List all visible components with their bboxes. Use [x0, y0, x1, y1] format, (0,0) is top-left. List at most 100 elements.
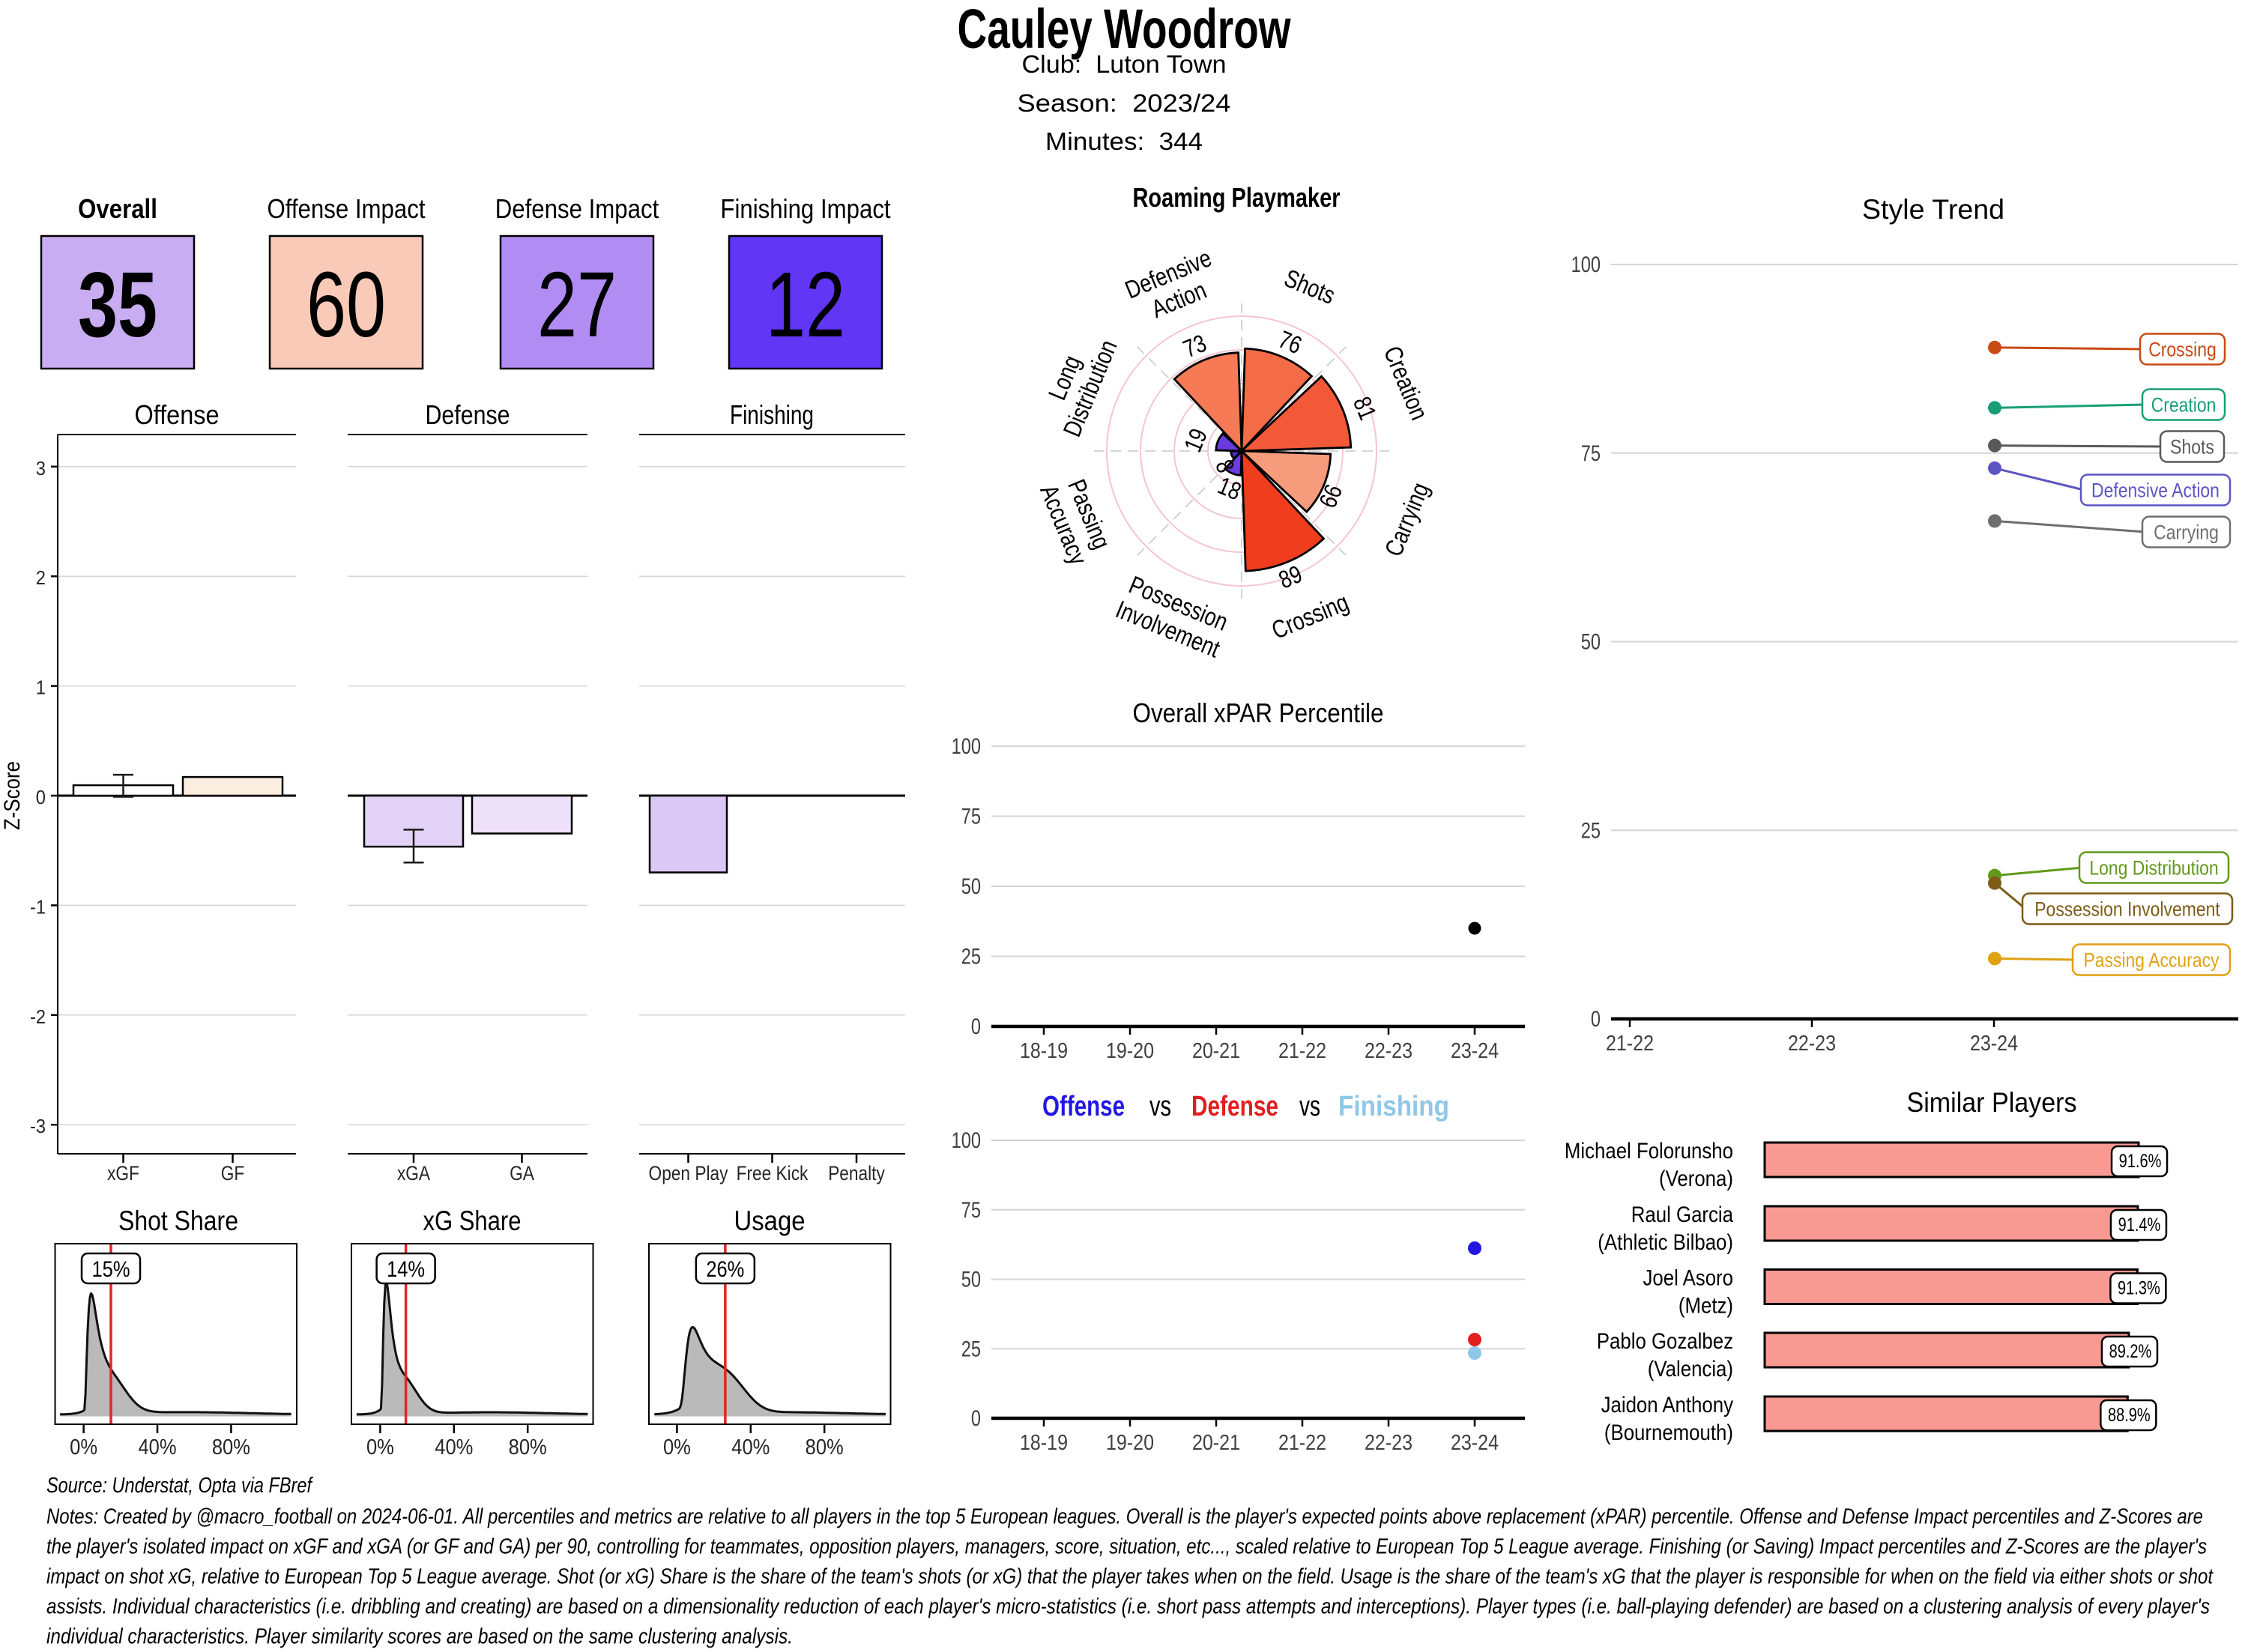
svg-text:GF: GF	[221, 1162, 245, 1184]
svg-text:40%: 40%	[138, 1435, 176, 1459]
svg-text:23-24: 23-24	[1451, 1039, 1499, 1063]
svg-text:Z-Score: Z-Score	[0, 761, 25, 830]
svg-text:Offense: Offense	[1042, 1091, 1125, 1122]
svg-text:xGF: xGF	[107, 1162, 139, 1184]
svg-text:(Valencia): (Valencia)	[1648, 1357, 1733, 1382]
svg-text:20-21: 20-21	[1192, 1039, 1240, 1063]
svg-text:Penalty: Penalty	[828, 1162, 885, 1184]
svg-text:75: 75	[1581, 441, 1601, 466]
svg-text:0: 0	[1591, 1007, 1601, 1032]
svg-text:12: 12	[766, 254, 845, 357]
svg-text:Roaming Playmaker: Roaming Playmaker	[1133, 182, 1341, 213]
svg-text:0: 0	[36, 786, 46, 808]
svg-text:20-21: 20-21	[1192, 1431, 1240, 1455]
svg-text:Season: 2023/24: Season: 2023/24	[1018, 89, 1231, 117]
svg-text:2: 2	[36, 566, 46, 589]
svg-text:Shots: Shots	[2170, 436, 2214, 459]
svg-text:Overall xPAR Percentile: Overall xPAR Percentile	[1133, 698, 1384, 728]
svg-text:-1: -1	[30, 895, 46, 918]
svg-text:Michael Folorunsho: Michael Folorunsho	[1565, 1139, 1733, 1164]
svg-text:23-24: 23-24	[1970, 1032, 2018, 1056]
svg-text:1: 1	[36, 677, 46, 699]
svg-text:Offense Impact: Offense Impact	[268, 193, 426, 224]
svg-text:Carrying: Carrying	[2154, 521, 2219, 544]
svg-text:25: 25	[961, 1337, 981, 1361]
svg-text:Finishing: Finishing	[1338, 1091, 1449, 1122]
svg-text:18-19: 18-19	[1020, 1431, 1068, 1455]
svg-text:21-22: 21-22	[1606, 1032, 1654, 1056]
svg-text:22-23: 22-23	[1365, 1039, 1412, 1063]
svg-text:100: 100	[1571, 252, 1601, 277]
svg-text:Crossing: Crossing	[2148, 339, 2217, 361]
svg-text:27: 27	[537, 254, 617, 357]
svg-text:91.3%: 91.3%	[2118, 1278, 2160, 1299]
svg-text:80%: 80%	[806, 1435, 844, 1459]
svg-text:Style Trend: Style Trend	[1862, 194, 2004, 225]
svg-text:xG Share: xG Share	[423, 1205, 522, 1236]
svg-text:0: 0	[971, 1406, 981, 1431]
svg-text:91.4%: 91.4%	[2118, 1214, 2161, 1235]
svg-text:Open Play: Open Play	[649, 1162, 728, 1184]
svg-text:40%: 40%	[731, 1435, 770, 1459]
svg-text:Notes: Created by @macro_footb: Notes: Created by @macro_football on 202…	[46, 1505, 2203, 1529]
svg-text:35: 35	[78, 254, 157, 357]
svg-text:19-20: 19-20	[1106, 1431, 1154, 1455]
svg-text:50: 50	[961, 1268, 981, 1292]
svg-text:3: 3	[36, 457, 46, 479]
svg-text:(Verona): (Verona)	[1659, 1167, 1733, 1191]
svg-text:Usage: Usage	[734, 1205, 806, 1236]
svg-text:15%: 15%	[92, 1257, 130, 1282]
svg-text:25: 25	[1581, 818, 1601, 843]
svg-text:21-22: 21-22	[1278, 1431, 1326, 1455]
svg-text:40%: 40%	[435, 1435, 473, 1459]
svg-text:-3: -3	[30, 1115, 46, 1137]
svg-text:50: 50	[961, 874, 981, 899]
svg-text:Cauley Woodrow: Cauley Woodrow	[958, 0, 1291, 60]
svg-text:75: 75	[961, 1198, 981, 1223]
svg-text:Overall: Overall	[78, 193, 157, 224]
svg-text:19-20: 19-20	[1106, 1039, 1154, 1063]
svg-text:100: 100	[952, 734, 981, 759]
svg-text:Pablo Gozalbez: Pablo Gozalbez	[1597, 1329, 1733, 1354]
svg-text:xGA: xGA	[397, 1162, 430, 1184]
svg-text:21-22: 21-22	[1278, 1039, 1326, 1063]
svg-text:Jaidon Anthony: Jaidon Anthony	[1601, 1393, 1733, 1417]
svg-text:Joel Asoro: Joel Asoro	[1643, 1266, 1734, 1291]
svg-text:0%: 0%	[70, 1435, 97, 1459]
svg-text:assists. Individual characteri: assists. Individual characteristics (i.e…	[46, 1595, 2210, 1619]
svg-text:Finishing Impact: Finishing Impact	[720, 193, 890, 224]
svg-text:Club: Luton Town: Club: Luton Town	[1022, 50, 1227, 78]
svg-text:22-23: 22-23	[1788, 1032, 1836, 1056]
svg-text:14%: 14%	[387, 1257, 425, 1282]
svg-text:(Athletic Bilbao): (Athletic Bilbao)	[1598, 1230, 1733, 1255]
svg-text:50: 50	[1581, 630, 1601, 655]
svg-text:Long Distribution: Long Distribution	[2089, 857, 2218, 880]
svg-text:Defense: Defense	[426, 399, 510, 430]
svg-text:0%: 0%	[663, 1435, 691, 1459]
svg-text:Similar Players: Similar Players	[1907, 1087, 2077, 1118]
svg-text:26%: 26%	[706, 1257, 744, 1282]
svg-text:18-19: 18-19	[1020, 1039, 1068, 1063]
svg-text:60: 60	[306, 254, 386, 357]
svg-text:Creation: Creation	[2151, 394, 2217, 417]
svg-text:Free Kick: Free Kick	[737, 1162, 809, 1184]
svg-text:the player's isolated impact o: the player's isolated impact on xGF and …	[46, 1535, 2207, 1559]
svg-text:Passing Accuracy: Passing Accuracy	[2083, 949, 2220, 972]
svg-text:100: 100	[952, 1128, 981, 1153]
svg-text:Defense: Defense	[1191, 1091, 1278, 1122]
svg-text:91.6%: 91.6%	[2119, 1151, 2162, 1172]
svg-text:22-23: 22-23	[1365, 1431, 1412, 1455]
svg-text:vs: vs	[1149, 1091, 1171, 1122]
svg-text:(Bournemouth): (Bournemouth)	[1604, 1420, 1733, 1445]
svg-text:individual characteristics. Pl: individual characteristics. Player simil…	[46, 1625, 793, 1649]
svg-text:vs: vs	[1299, 1091, 1320, 1122]
svg-text:75: 75	[961, 805, 981, 829]
svg-text:Source: Understat, Opta via FB: Source: Understat, Opta via FBref	[46, 1474, 313, 1498]
svg-text:Finishing: Finishing	[730, 399, 814, 430]
svg-text:Possession Involvement: Possession Involvement	[2034, 898, 2220, 921]
svg-text:80%: 80%	[212, 1435, 250, 1459]
svg-text:89.2%: 89.2%	[2109, 1341, 2152, 1362]
svg-text:-2: -2	[30, 1005, 46, 1028]
svg-text:impact on shot xG, relative to: impact on shot xG, relative to European …	[46, 1565, 2214, 1589]
svg-text:0: 0	[971, 1014, 981, 1039]
